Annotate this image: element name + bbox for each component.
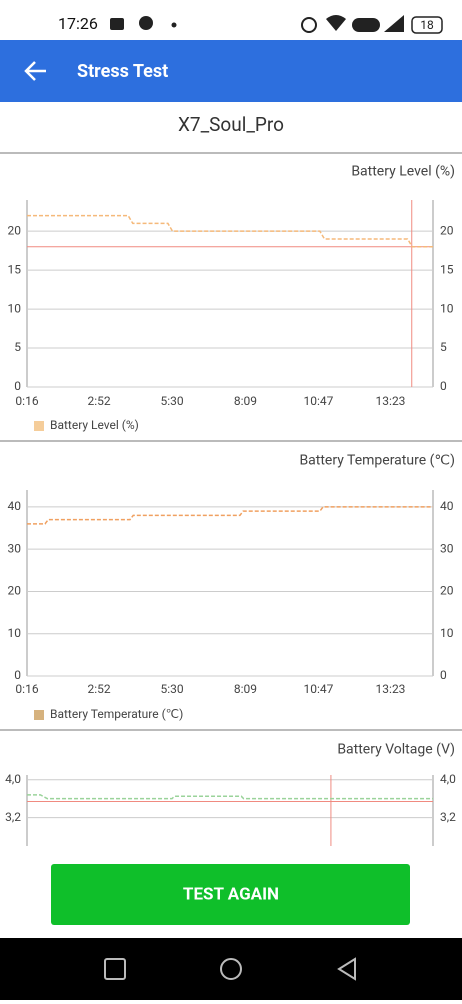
- legend-label: Battery Temperature (℃): [50, 707, 183, 721]
- battery-level: 18: [420, 18, 434, 32]
- x-tick-label: 13:23: [376, 394, 406, 408]
- dot-icon: [171, 22, 177, 28]
- chart-title: Battery Level (%): [351, 164, 455, 180]
- series-line: [27, 794, 433, 800]
- nav-bar: [0, 938, 462, 1000]
- y-tick-label: 3,2: [5, 810, 21, 824]
- divider: [0, 440, 462, 442]
- home-button[interactable]: [220, 958, 242, 980]
- y2-tick-label: 20: [440, 223, 454, 237]
- y2-tick-label: 30: [440, 541, 454, 555]
- y2-tick-label: 0: [440, 668, 447, 682]
- volte-icon: [352, 18, 380, 32]
- x-tick-label: 2:52: [87, 394, 110, 408]
- weather-icon: [139, 16, 153, 30]
- series-line: [27, 214, 433, 248]
- y-tick-label: 20: [8, 223, 22, 237]
- app-title: Stress Test: [77, 61, 168, 82]
- y2-tick-label: 20: [440, 584, 454, 598]
- chart-title: Battery Voltage (V): [337, 742, 455, 758]
- signal-icon: [384, 15, 404, 32]
- y2-tick-label: 5: [440, 340, 447, 354]
- x-tick-label: 13:23: [376, 682, 406, 696]
- x-tick-label: 8:09: [234, 394, 257, 408]
- y2-tick-label: 15: [440, 262, 454, 276]
- y2-tick-label: 3,2: [440, 810, 456, 824]
- legend-swatch: [34, 421, 44, 431]
- y-tick-label: 20: [8, 584, 22, 598]
- x-tick-label: 10:47: [304, 682, 334, 696]
- y2-tick-label: 0: [440, 379, 447, 393]
- clock: 17:26: [58, 14, 98, 33]
- y2-tick-label: 10: [440, 626, 454, 640]
- y-tick-label: 0: [14, 379, 21, 393]
- gallery-icon: [110, 18, 124, 30]
- x-tick-label: 2:52: [87, 682, 110, 696]
- y2-tick-label: 40: [440, 499, 454, 513]
- x-tick-label: 10:47: [304, 394, 334, 408]
- charts: Battery Level (%) 0 0 5 5 10 10 15 15 20 20 0:16 2:5…: [5, 164, 456, 846]
- divider: [0, 152, 462, 154]
- app-bar: [0, 40, 462, 102]
- legend-swatch: [34, 710, 44, 720]
- button-label: TEST AGAIN: [183, 884, 279, 904]
- y-tick-label: 40: [8, 499, 22, 513]
- divider: [0, 729, 462, 731]
- device-name: X7_Soul_Pro: [178, 113, 284, 136]
- y-tick-label: 30: [8, 541, 22, 555]
- x-tick-label: 5:30: [160, 394, 183, 408]
- back-button[interactable]: [24, 61, 46, 81]
- back-nav-button[interactable]: [337, 957, 356, 981]
- y2-tick-label: 10: [440, 301, 454, 315]
- battery-icon: [411, 16, 443, 34]
- x-tick-label: 5:30: [160, 682, 183, 696]
- y2-tick-label: 4,0: [440, 772, 456, 786]
- y-tick-label: 15: [8, 262, 22, 276]
- x-tick-label: 0:16: [15, 682, 38, 696]
- x-tick-label: 0:16: [15, 394, 38, 408]
- y-tick-label: 5: [14, 340, 21, 354]
- status-bar: [0, 0, 462, 40]
- y-tick-label: 10: [8, 301, 22, 315]
- series-line: [27, 506, 433, 525]
- test-again-button[interactable]: [51, 864, 410, 925]
- legend-label: Battery Level (%): [50, 418, 139, 432]
- x-tick-label: 8:09: [234, 682, 257, 696]
- data-saver-icon: [301, 17, 317, 33]
- chart-title: Battery Temperature (℃): [299, 453, 455, 469]
- y-tick-label: 4,0: [5, 772, 21, 786]
- recents-button[interactable]: [104, 958, 126, 980]
- y-tick-label: 0: [14, 668, 21, 682]
- y-tick-label: 10: [8, 626, 22, 640]
- wifi-icon: [326, 15, 346, 31]
